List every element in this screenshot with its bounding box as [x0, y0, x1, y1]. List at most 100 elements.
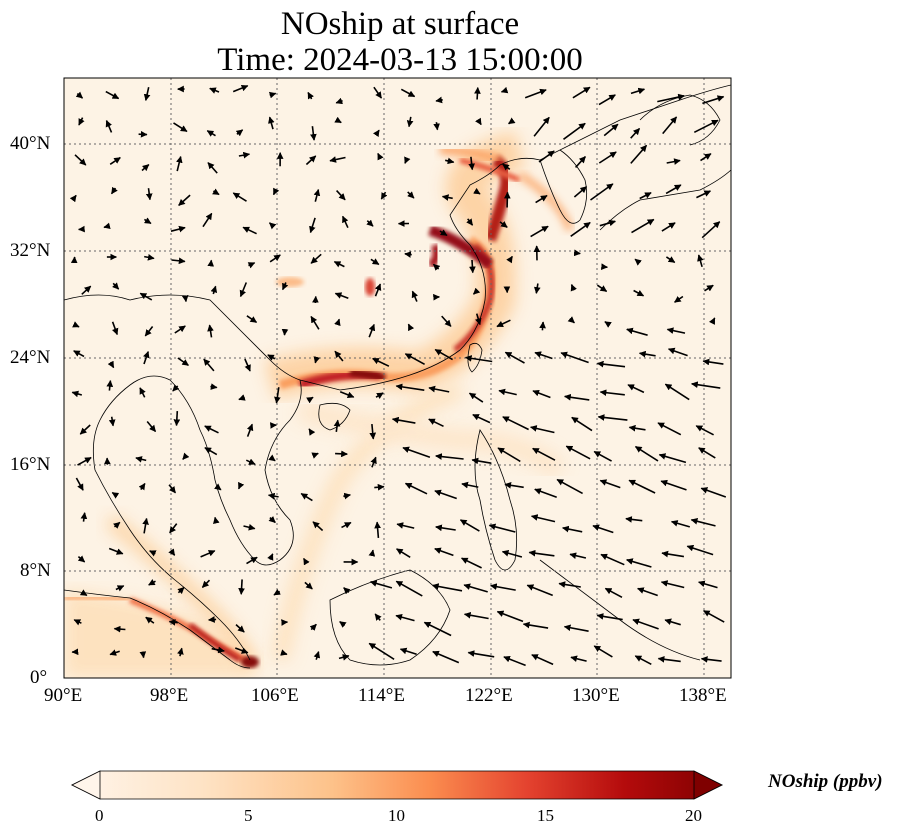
wind-arrow [272, 187, 280, 196]
wind-arrow [530, 425, 555, 434]
wind-arrow [524, 88, 547, 99]
wind-arrow [309, 623, 317, 631]
wind-arrow [368, 323, 376, 338]
wind-arrow [73, 350, 85, 358]
wind-arrow [570, 283, 577, 292]
wind-arrow [665, 184, 682, 195]
wind-arrow [532, 447, 556, 461]
wind-arrow [666, 327, 686, 334]
wind-arrow [237, 481, 245, 490]
wind-arrow [113, 521, 121, 529]
wind-arrow [534, 351, 553, 360]
wind-arrow [108, 416, 116, 427]
wind-arrow [391, 416, 416, 424]
wind-arrow [176, 155, 183, 172]
wind-arrow [708, 317, 716, 325]
wind-arrow [596, 360, 626, 368]
wind-arrow [72, 321, 80, 328]
wind-arrow [573, 249, 581, 257]
wind-arrow [700, 153, 712, 162]
wind-arrow [143, 217, 152, 225]
wind-arrow [108, 547, 124, 555]
wind-arrow [597, 414, 628, 421]
wind-arrow [661, 222, 676, 232]
wind-arrow [146, 420, 157, 433]
wind-arrow [434, 489, 457, 500]
wind-arrow [593, 645, 613, 658]
wind-arrow [307, 91, 314, 100]
wind-arrow [181, 295, 189, 303]
wind-arrow [139, 292, 153, 301]
wind-arrow [232, 84, 249, 93]
wind-arrow [268, 515, 276, 524]
wind-arrow [631, 218, 655, 234]
wind-arrow [562, 525, 583, 533]
wind-arrow [539, 321, 546, 331]
lat-tick-label: 24°N [10, 347, 51, 368]
wind-arrow [628, 479, 656, 494]
wind-arrow [310, 253, 322, 264]
wind-arrow [335, 450, 348, 458]
gridlines [64, 78, 731, 678]
wind-arrow [674, 295, 684, 303]
wind-arrow [471, 457, 492, 465]
wind-arrow [274, 387, 281, 404]
wind-arrow [567, 316, 575, 324]
wind-arrow [247, 262, 256, 269]
lat-tick-label: 40°N [10, 133, 51, 154]
wind-arrow [202, 212, 213, 228]
wind-arrow [503, 655, 526, 667]
lat-tick-label: 0° [30, 667, 48, 688]
wind-arrow [535, 194, 548, 204]
colorbar-label: NOship (ppbv) [768, 771, 883, 792]
wind-arrow [173, 411, 181, 427]
wind-arrow [435, 96, 443, 104]
wind-arrow [343, 492, 351, 500]
wind-arrow [556, 478, 583, 495]
wind-arrow [246, 315, 258, 324]
wind-arrow [630, 144, 648, 164]
wind-arrow [369, 424, 377, 440]
wind-arrow [696, 190, 712, 199]
wind-arrow [665, 256, 676, 264]
wind-arrow [658, 453, 687, 464]
wind-arrow [598, 151, 617, 164]
wind-arrow [245, 458, 256, 465]
wind-arrow [423, 621, 452, 637]
wind-arrow [141, 163, 150, 172]
wind-arrow [506, 255, 513, 264]
wind-arrow [407, 191, 415, 199]
wind-arrow [593, 450, 612, 462]
wind-arrow [472, 413, 491, 424]
wind-arrow [273, 588, 281, 596]
wind-arrow [399, 647, 417, 656]
wind-arrow [630, 127, 641, 139]
wind-arrow [313, 356, 321, 364]
wind-arrow [639, 191, 652, 200]
wind-arrow [435, 524, 456, 532]
wind-arrow [268, 222, 277, 230]
chart-title-line1: NOship at surface [280, 6, 520, 42]
wind-arrow [473, 187, 481, 195]
wind-arrow [304, 581, 313, 590]
map-frame [63, 77, 732, 679]
wind-arrow [428, 418, 444, 428]
wind-arrow [700, 656, 722, 663]
wind-arrow [80, 512, 88, 522]
wind-arrow [475, 117, 482, 126]
wind-arrow [334, 292, 349, 300]
colorbar-tick-label: 5 [244, 806, 253, 825]
wind-arrow [396, 522, 415, 529]
wind-arrow [213, 516, 220, 525]
wind-arrow [603, 123, 619, 137]
wind-arrow [596, 284, 608, 293]
wind-arrow [74, 154, 87, 166]
wind-arrow [632, 618, 659, 630]
wind-arrow [103, 222, 111, 230]
lat-tick-label: 8°N [20, 560, 51, 581]
wind-arrow [268, 91, 277, 99]
wind-arrow [469, 259, 476, 274]
lon-tick-label: 98°E [150, 685, 189, 706]
wind-arrow [145, 616, 155, 624]
wind-arrow [496, 319, 511, 328]
